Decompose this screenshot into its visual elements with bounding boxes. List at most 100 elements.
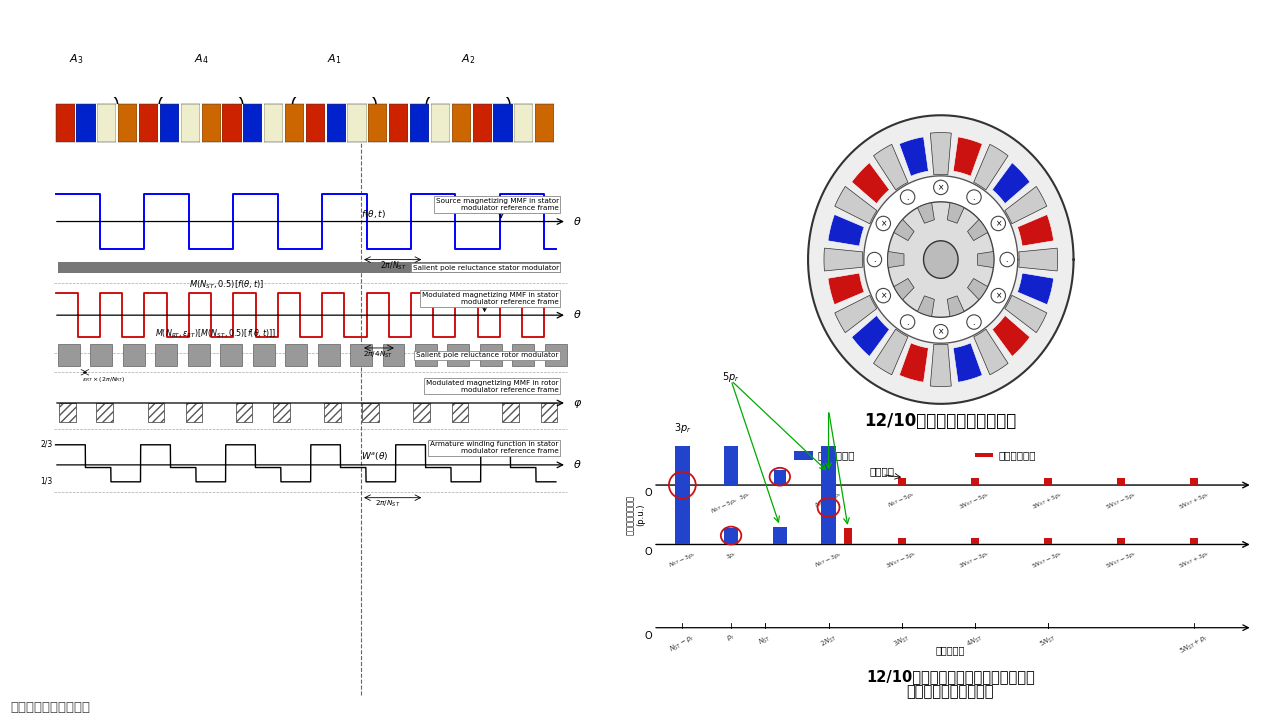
Bar [160, 104, 179, 142]
Circle shape [876, 216, 891, 230]
Text: Armature winding function in stator
modulator reference frame: Armature winding function in stator modu… [430, 441, 558, 454]
Text: Salient pole reluctance rotor modulator: Salient pole reluctance rotor modulator [416, 352, 558, 359]
Bar [1044, 538, 1052, 544]
Text: $N_{ST}-5p_r$  $3p_r$: $N_{ST}-5p_r$ $3p_r$ [709, 490, 753, 516]
Bar [346, 104, 347, 142]
Text: 4.1  电机原理定性分析: 4.1 电机原理定性分析 [28, 33, 250, 62]
Text: $2\pi/N_{ST}$: $2\pi/N_{ST}$ [380, 259, 407, 271]
Text: $M(N_{ST},0.5)[f(\theta,t)]$: $M(N_{ST},0.5)[f(\theta,t)]$ [189, 279, 265, 292]
Text: $\cdot$: $\cdot$ [973, 318, 975, 327]
Bar [55, 104, 74, 142]
Polygon shape [947, 203, 964, 223]
Circle shape [900, 315, 915, 329]
Text: $\times$: $\times$ [995, 219, 1002, 228]
Bar [415, 343, 436, 366]
Text: $3N_{ST}+5p_r$: $3N_{ST}+5p_r$ [1030, 490, 1065, 512]
Text: $W^a(\theta)$: $W^a(\theta)$ [361, 450, 389, 462]
Bar [186, 403, 202, 421]
Text: 势调制行为及频谱变化: 势调制行为及频谱变化 [906, 684, 995, 699]
Bar [317, 343, 339, 366]
Text: Source magnetizing MMF in stator
modulator reference frame: Source magnetizing MMF in stator modulat… [435, 198, 558, 211]
Circle shape [900, 190, 915, 204]
Text: 各磁动势分量幅值
(p.u.): 各磁动势分量幅值 (p.u.) [626, 495, 645, 535]
Bar [426, 262, 443, 274]
Text: θ: θ [573, 217, 580, 227]
Text: Modulated magnetizing MMF in rotor
modulator reference frame: Modulated magnetizing MMF in rotor modul… [426, 379, 558, 392]
Polygon shape [968, 279, 988, 300]
Bar [146, 262, 163, 274]
Bar [897, 538, 905, 544]
Bar [1044, 479, 1052, 485]
Polygon shape [992, 315, 1030, 356]
Bar [200, 104, 201, 142]
Bar [1117, 538, 1125, 544]
Bar [397, 262, 413, 274]
Text: 12/10磁通切换电机对单位方波源磁动: 12/10磁通切换电机对单位方波源磁动 [867, 670, 1034, 684]
Polygon shape [873, 144, 908, 190]
Text: $N_{ST}-3p_r$: $N_{ST}-3p_r$ [813, 549, 844, 570]
Bar [429, 104, 431, 142]
Bar [448, 343, 470, 366]
Circle shape [933, 180, 948, 194]
Bar [58, 262, 73, 274]
Bar [220, 343, 242, 366]
Bar [325, 104, 326, 142]
Polygon shape [808, 115, 1074, 404]
Bar [353, 262, 369, 274]
Bar [264, 104, 283, 142]
Bar [366, 104, 369, 142]
Bar [675, 431, 690, 544]
Bar [147, 403, 164, 421]
Text: 1: 1 [488, 297, 493, 305]
Polygon shape [888, 202, 993, 318]
Polygon shape [1018, 273, 1053, 305]
Bar [493, 104, 512, 142]
Bar [180, 104, 200, 142]
Bar [118, 104, 137, 142]
Text: O: O [645, 488, 652, 498]
Text: Modulated magnetizing MMF in stator
modulator reference frame: Modulated magnetizing MMF in stator modu… [422, 292, 558, 305]
Bar [201, 104, 220, 142]
Bar [155, 343, 177, 366]
Text: $N_{ST}-3p_r$: $N_{ST}-3p_r$ [667, 549, 698, 570]
Bar [383, 262, 398, 274]
Bar [535, 104, 554, 142]
Bar [285, 104, 305, 142]
Text: 12/10磁通切换电机拓扑结构: 12/10磁通切换电机拓扑结构 [865, 412, 1016, 430]
Text: $5N_{ST}+5p_r$: $5N_{ST}+5p_r$ [1176, 490, 1211, 512]
Text: $\cdot$: $\cdot$ [1005, 255, 1009, 264]
Text: $\times$: $\times$ [995, 291, 1002, 300]
Bar [188, 343, 210, 366]
Bar [59, 403, 76, 421]
Bar [442, 262, 457, 274]
Bar [534, 104, 535, 142]
Circle shape [966, 315, 982, 329]
Bar [970, 479, 979, 485]
Bar [262, 104, 264, 142]
Bar [1117, 479, 1125, 485]
Text: 有效分量: 有效分量 [869, 466, 895, 476]
Bar [347, 104, 366, 142]
Bar [515, 104, 534, 142]
Polygon shape [835, 295, 877, 333]
Text: $5N_{ST}$: $5N_{ST}$ [1038, 632, 1057, 649]
Text: $\varepsilon_{RT}\times(2\pi/N_{RT})$: $\varepsilon_{RT}\times(2\pi/N_{RT})$ [82, 375, 125, 384]
Polygon shape [968, 220, 988, 240]
Polygon shape [824, 248, 863, 271]
Text: $M(N_{RT},\varepsilon_{RT})[M(N_{ST},0.5)[f(\theta,t)]]$: $M(N_{RT},\varepsilon_{RT})[M(N_{ST},0.5… [155, 328, 276, 341]
Text: $2\pi/N_{ST}$: $2\pi/N_{ST}$ [375, 499, 401, 509]
Text: $3N_{ST}-3p_r$: $3N_{ST}-3p_r$ [957, 549, 992, 572]
Bar [530, 262, 545, 274]
Circle shape [991, 289, 1006, 303]
Bar [970, 538, 979, 544]
Text: $2\pi/4N_{ST}$: $2\pi/4N_{ST}$ [362, 349, 393, 359]
Circle shape [933, 325, 948, 339]
Bar [512, 104, 515, 142]
Polygon shape [954, 137, 982, 176]
Bar [500, 262, 516, 274]
Bar [362, 403, 379, 421]
Bar [236, 403, 252, 421]
Bar [723, 528, 739, 544]
Text: 《电工技术学报》发布: 《电工技术学报》发布 [10, 701, 90, 714]
Bar [975, 453, 993, 457]
